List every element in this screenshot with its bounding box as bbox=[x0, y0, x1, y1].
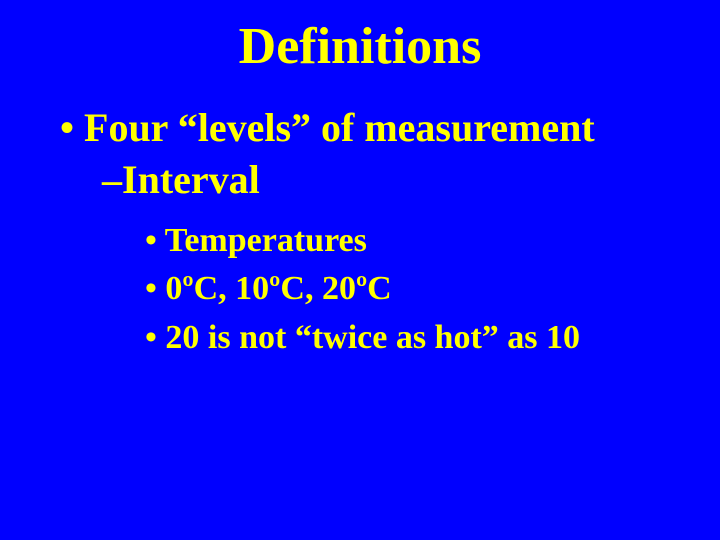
slide-title: Definitions bbox=[40, 18, 680, 75]
bullet-level3-note: • 20 is not “twice as hot” as 10 bbox=[145, 316, 680, 360]
bullet-level2-interval: –Interval bbox=[102, 155, 680, 205]
slide: Definitions • Four “levels” of measureme… bbox=[0, 0, 720, 540]
bullet-level1: • Four “levels” of measurement bbox=[60, 103, 680, 153]
bullet-level3-temperatures: • Temperatures bbox=[145, 219, 680, 263]
bullet-level3-examples: • 0ºC, 10ºC, 20ºC bbox=[145, 267, 680, 311]
